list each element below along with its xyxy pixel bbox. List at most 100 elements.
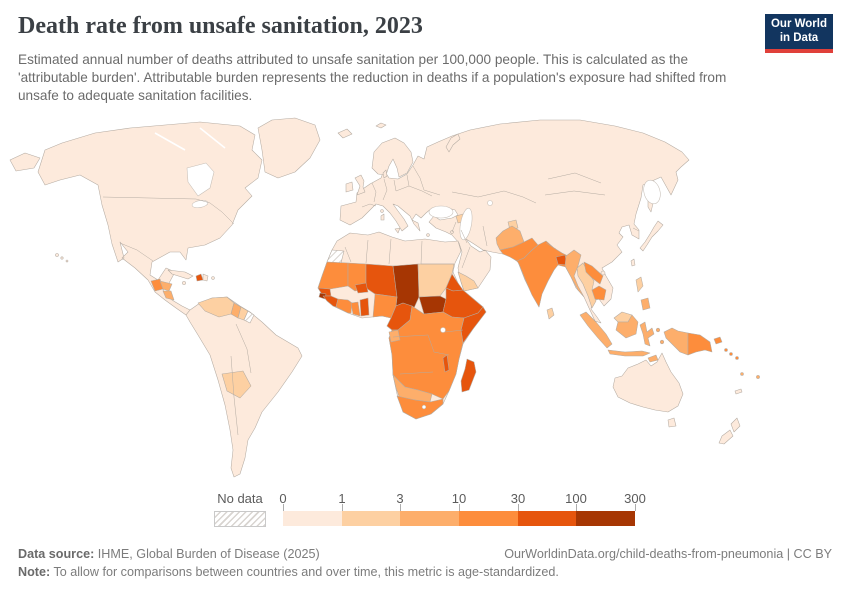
country-mauritania[interactable] — [317, 261, 349, 290]
country-ivory-coast-liberia[interactable] — [335, 298, 353, 314]
legend-bin-0-1[interactable] — [283, 511, 342, 526]
country-yemen[interactable] — [457, 271, 479, 292]
country-iceland[interactable] — [337, 128, 353, 139]
border-nepal — [545, 242, 557, 250]
country-dominican-republic[interactable] — [202, 273, 209, 282]
island-hawaii-1[interactable] — [55, 253, 59, 257]
region-west-papua[interactable] — [663, 327, 689, 356]
country-jamaica[interactable] — [182, 281, 186, 285]
country-malawi[interactable] — [442, 354, 450, 373]
note-text: To allow for comparisons between countri… — [50, 565, 559, 580]
border-us-canada — [102, 196, 235, 225]
citation-link[interactable]: OurWorldinData.org/child-deaths-from-pne… — [504, 547, 832, 561]
island-svalbard[interactable] — [375, 122, 387, 129]
island-solomon-2[interactable] — [729, 352, 733, 356]
country-greenland[interactable] — [257, 117, 321, 179]
country-new-zealand-north[interactable] — [730, 417, 741, 433]
island-hainan[interactable] — [600, 270, 606, 276]
island-sicily[interactable] — [394, 227, 401, 234]
island-timor[interactable] — [647, 354, 659, 363]
island-vanuatu[interactable] — [740, 372, 744, 376]
country-sri-lanka[interactable] — [546, 307, 555, 320]
hudson-bay — [186, 162, 215, 197]
data-source-text: IHME, Global Burden of Disease (2025) — [94, 547, 320, 561]
island-sumatra[interactable] — [579, 311, 613, 349]
country-bolivia[interactable] — [221, 370, 252, 399]
legend-bin-100-300[interactable] — [576, 511, 636, 526]
country-myanmar[interactable] — [564, 249, 585, 298]
country-south-africa[interactable] — [396, 395, 444, 420]
country-laos[interactable] — [583, 261, 604, 285]
legend-bin-10-30[interactable] — [459, 511, 518, 526]
island-hawaii-2[interactable] — [60, 256, 64, 260]
country-australia[interactable] — [612, 352, 684, 413]
country-nicaragua[interactable] — [162, 290, 175, 301]
country-papua-new-guinea[interactable] — [687, 332, 713, 356]
chart-footer: Data source: IHME, Global Burden of Dise… — [18, 545, 832, 582]
country-chad[interactable] — [392, 263, 420, 309]
island-sulawesi[interactable] — [639, 321, 655, 347]
note-label: Note: — [18, 565, 51, 580]
country-russia-east-wrap[interactable] — [9, 152, 41, 172]
country-cambodia[interactable] — [591, 285, 607, 301]
island-solomon-3[interactable] — [735, 356, 739, 360]
arctic-island-channels — [154, 127, 226, 151]
country-denmark[interactable] — [382, 169, 388, 179]
borders-north-africa — [344, 238, 454, 265]
country-lesotho[interactable] — [421, 404, 427, 410]
country-french-guiana[interactable] — [243, 310, 255, 324]
country-tasmania[interactable] — [667, 417, 677, 428]
island-java[interactable] — [607, 349, 651, 357]
island-crete[interactable] — [426, 233, 430, 237]
island-fiji[interactable] — [756, 375, 760, 379]
legend-bin-3-10[interactable] — [400, 511, 460, 526]
island-moluccas-1[interactable] — [655, 327, 661, 333]
country-togo-benin[interactable] — [359, 297, 370, 317]
border-us-mexico — [119, 242, 154, 262]
legend-bin-1-3[interactable] — [341, 511, 401, 526]
island-sardinia[interactable] — [380, 213, 385, 221]
legend-tick-label-2: 3 — [396, 491, 404, 506]
country-ghana[interactable] — [350, 301, 361, 317]
country-western-sahara[interactable] — [326, 249, 345, 264]
country-india[interactable] — [516, 240, 569, 308]
country-japan[interactable] — [639, 220, 664, 252]
country-scandinavia[interactable] — [371, 137, 414, 178]
island-hawaii-3[interactable] — [65, 259, 69, 263]
legend-tick-label-3: 10 — [451, 491, 467, 506]
legend-tick-2 — [400, 504, 401, 511]
legend-tick-label-6: 300 — [624, 491, 646, 506]
owid-logo[interactable]: Our World in Data — [765, 14, 833, 53]
legend-bin-30-100[interactable] — [517, 511, 577, 526]
country-puerto-rico[interactable] — [211, 276, 215, 280]
country-haiti[interactable] — [195, 273, 204, 282]
country-taiwan[interactable] — [630, 258, 636, 267]
country-new-zealand-south[interactable] — [718, 429, 734, 445]
legend-tick-label-0: 0 — [279, 491, 287, 506]
borders-middle-east — [451, 221, 488, 269]
legend-color-bar — [283, 511, 636, 526]
owid-logo-line2: in Data — [779, 31, 819, 44]
country-south-sudan[interactable] — [418, 295, 447, 315]
country-uk[interactable] — [354, 174, 366, 196]
country-madagascar[interactable] — [460, 358, 477, 393]
island-new-britain[interactable] — [713, 336, 723, 345]
border-peru-brazil — [235, 323, 252, 374]
source-line: Data source: IHME, Global Burden of Dise… — [18, 545, 832, 563]
island-mindanao[interactable] — [640, 297, 651, 311]
island-corsica[interactable] — [380, 209, 384, 213]
country-gabon-equatorial-guinea[interactable] — [388, 329, 401, 343]
island-new-caledonia[interactable] — [734, 388, 743, 395]
island-novaya-zemlya[interactable] — [445, 133, 461, 153]
region-kalimantan[interactable] — [615, 314, 639, 339]
country-ireland[interactable] — [345, 181, 354, 193]
country-burkina-faso[interactable] — [354, 282, 369, 294]
island-moluccas-2[interactable] — [659, 339, 665, 345]
island-luzon[interactable] — [635, 276, 644, 293]
country-cuba[interactable] — [167, 269, 194, 280]
legend-no-data-swatch[interactable] — [214, 511, 266, 527]
border-koreas — [632, 227, 640, 232]
chart-subtitle: Estimated annual number of deaths attrib… — [18, 52, 727, 104]
legend-tick-label-1: 1 — [338, 491, 346, 506]
island-solomon-1[interactable] — [724, 348, 728, 352]
